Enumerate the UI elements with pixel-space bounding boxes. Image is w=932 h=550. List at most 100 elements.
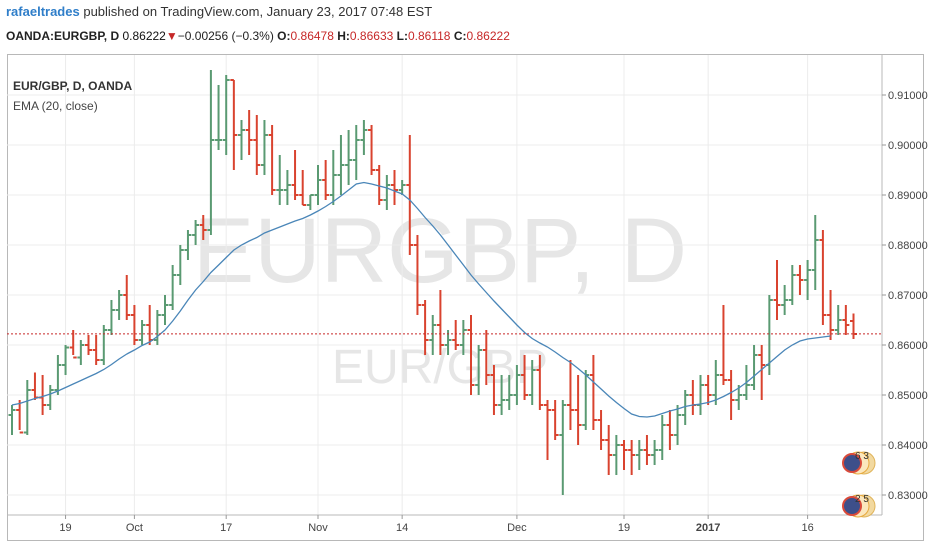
ohlc-bar	[674, 405, 682, 445]
ohlc-bar	[299, 170, 307, 206]
x-tick-label: 16	[801, 522, 813, 534]
ohlc-bar	[352, 125, 360, 180]
chart-legend: EUR/GBP, D, OANDA EMA (20, close)	[13, 76, 132, 116]
ohlc-bar	[291, 150, 299, 200]
ohlc-bar	[804, 260, 812, 300]
ohlc-bar	[773, 260, 781, 320]
ohlc-bar	[582, 370, 590, 430]
x-tick-label: 19	[59, 522, 71, 534]
ohlc-bar	[314, 165, 322, 205]
ohlc-bar	[429, 315, 437, 355]
ohlc-bar	[712, 360, 720, 405]
last-price: 0.86222	[122, 29, 166, 43]
legend-indicator: EMA (20, close)	[13, 99, 98, 113]
ohlc-bar	[260, 120, 268, 175]
ohlc-bar	[436, 290, 444, 355]
ohlc-bar	[16, 400, 24, 434]
ohlc-bar	[337, 135, 345, 195]
ohlc-bar	[283, 170, 291, 205]
ohlc-bar	[467, 315, 475, 395]
ohlc-bar	[521, 355, 529, 400]
ohlc-bar	[574, 375, 582, 445]
ohlc-bar	[605, 425, 613, 475]
ohlc-bar	[253, 115, 261, 175]
ohlc-bar	[245, 110, 253, 155]
y-tick-label: 0.88000	[888, 240, 928, 252]
ohlc-bar	[681, 390, 689, 425]
ohlc-bar	[383, 175, 391, 210]
chart-frame	[7, 54, 924, 541]
flag-icon	[842, 496, 862, 516]
flag-icon	[842, 453, 862, 473]
ohlc-bar	[513, 365, 521, 405]
ohlc-bar	[161, 295, 169, 325]
publication-line: rafaeltrades published on TradingView.co…	[6, 4, 432, 19]
ohlc-bar	[850, 313, 857, 339]
event-badges[interactable]: 6 3 2 5	[842, 451, 876, 518]
y-tick-label: 0.91000	[888, 90, 928, 102]
author-link[interactable]: rafaeltrades	[6, 4, 80, 19]
x-tick-label: 17	[220, 522, 232, 534]
ohlc-bar	[781, 285, 789, 315]
ohlc-bar	[612, 435, 620, 475]
ohlc-bar	[92, 335, 100, 365]
time-axis[interactable]: 19 Oct 17 Nov 14 Dec 19 2017 16	[7, 514, 882, 534]
ohlc-bar	[169, 265, 177, 310]
ohlc-bar	[719, 305, 727, 385]
ohlc-bar	[391, 170, 398, 205]
legend-symbol: EUR/GBP, D, OANDA	[13, 79, 133, 93]
ohlc-bar	[222, 75, 230, 155]
high-label: H:	[337, 29, 350, 43]
ohlc-bar	[459, 320, 467, 355]
y-tick-label: 0.87000	[888, 290, 928, 302]
ohlc-bar	[406, 135, 414, 255]
y-tick-label: 0.83000	[888, 490, 928, 502]
ohlc-bar	[115, 290, 123, 320]
ohlc-bar	[375, 165, 383, 205]
ohlc-bar	[551, 400, 559, 440]
ohlc-bar	[360, 120, 368, 155]
x-tick-label: Oct	[126, 522, 143, 534]
ohlc-bar	[46, 385, 54, 410]
close-label: C:	[453, 29, 467, 43]
y-tick-label: 0.84000	[888, 440, 928, 452]
ohlc-bar	[77, 340, 85, 365]
x-tick-label: Nov	[308, 522, 328, 534]
ohlc-bar	[750, 345, 758, 390]
ohlc-bar	[827, 290, 835, 340]
ohlc-bar	[666, 410, 674, 450]
ohlc-bar	[796, 265, 804, 295]
ohlc-bar	[230, 79, 238, 170]
symbol-label: OANDA:EURGBP, D	[6, 29, 120, 43]
ohlc-bar	[306, 194, 314, 210]
x-tick-label: 14	[396, 522, 408, 534]
x-tick-label: 19	[618, 522, 630, 534]
ohlc-bar	[842, 305, 850, 335]
ohlc-bar	[329, 150, 337, 205]
ohlc-bar	[123, 275, 131, 320]
ohlc-bar	[628, 440, 636, 475]
close-value: 0.86222	[466, 29, 510, 43]
low-label: L:	[396, 29, 408, 43]
ohlc-bar	[130, 305, 138, 345]
ohlc-bar	[31, 372, 39, 400]
ohlc-bar	[651, 440, 659, 465]
ema-line	[11, 181, 831, 418]
ohlc-bar	[199, 215, 207, 240]
low-value: 0.86118	[407, 29, 451, 43]
ohlc-bar	[727, 370, 735, 420]
ohlc-bar	[184, 230, 192, 260]
event-badge-bottom[interactable]: 2 5	[842, 494, 876, 518]
price-axis[interactable]: 0.91000 0.90000 0.89000 0.88000 0.87000 0.860…	[881, 55, 928, 515]
event-badge-top[interactable]: 6 3	[842, 451, 876, 475]
watermark-main: EURGBP, D	[193, 200, 687, 302]
ohlc-bar	[566, 360, 574, 430]
ohlc-bar	[452, 320, 460, 350]
ohlc-bar	[69, 330, 77, 359]
ohlc-bar	[107, 300, 115, 335]
y-tick-label: 0.86000	[888, 340, 928, 352]
ohlc-bar	[276, 155, 284, 205]
ohlc-bar	[176, 245, 184, 285]
x-tick-label: 2017	[696, 522, 720, 534]
